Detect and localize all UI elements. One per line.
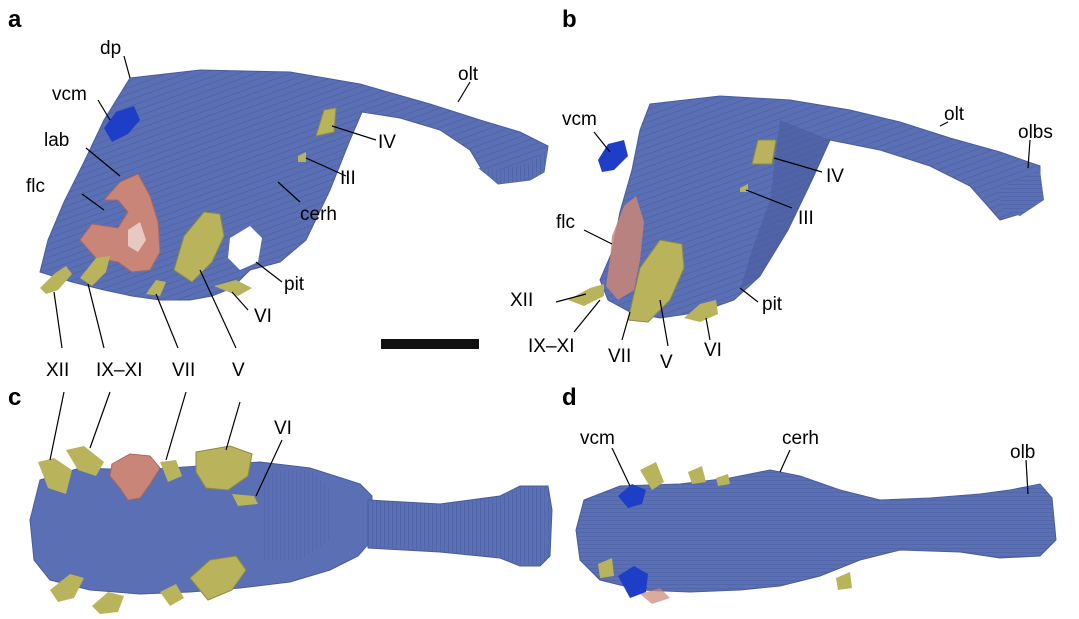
- panel-b-olfactory-bulb: [1000, 170, 1044, 216]
- panel-a-label-pit: pit: [284, 274, 305, 295]
- panel-c-nerve-IX-XI: [66, 446, 104, 476]
- panel-b-vcm: [598, 140, 628, 172]
- panel-a-label-IX-XI: IX–XI: [96, 360, 142, 381]
- panel-a-nerve-VI: [214, 280, 252, 296]
- panel-b-label-XII: XII: [510, 290, 533, 311]
- panel-c-nerve-VII: [160, 460, 182, 482]
- panel-d-nerve-4: [598, 558, 614, 578]
- panel-a-labyrinth-canal: [128, 222, 146, 252]
- panel-b-label-flc: flc: [556, 212, 575, 233]
- panel-a-pituitary-gap: [228, 226, 262, 270]
- panel-a-label-XII: XII: [46, 360, 69, 381]
- panel-d-vcm-upper: [618, 484, 646, 508]
- scale-bar: [381, 339, 479, 349]
- panel-a-label-III: III: [340, 168, 356, 189]
- panel-a-label-vcm: vcm: [52, 84, 87, 105]
- panel-c-pituitary-region: [262, 470, 330, 560]
- panel-b-nerve-IV: [751, 139, 777, 165]
- panel-d-brain-endocast: [575, 469, 1057, 593]
- panel-d-nerve-2: [688, 466, 706, 484]
- panel-c-olfactory-tract: [367, 485, 553, 567]
- panel-b: b vcm olt olbs IV III flc pit XII IX–XI …: [510, 6, 1053, 373]
- panel-c-labyrinth: [109, 453, 161, 501]
- panel-c-nerve-V-left: [195, 445, 253, 491]
- panel-d-label-vcm: vcm: [580, 428, 615, 449]
- panel-b-labyrinth: [606, 196, 644, 300]
- panel-d-nerve-1: [640, 462, 664, 490]
- panel-c-nerve-ventral-1: [50, 574, 84, 602]
- panel-a-nerve-III: [298, 152, 306, 162]
- panel-c-nerve-XII: [38, 458, 72, 494]
- panel-c-nerve-VI: [232, 494, 258, 506]
- panel-a-label-IV: IV: [378, 132, 396, 153]
- panel-d-label-olb: olb: [1010, 442, 1035, 463]
- panel-a-label-lab: lab: [44, 130, 69, 151]
- panel-c-letter: c: [8, 384, 21, 411]
- panel-b-label-vcm: vcm: [562, 109, 597, 130]
- panel-b-nerve-XII: [568, 284, 604, 306]
- panel-a-nerve-IV: [315, 107, 337, 137]
- panel-a-nerve-XII: [40, 266, 72, 294]
- panel-a-label-VI: VI: [254, 306, 272, 327]
- panel-c-nerve-ventral-3: [160, 584, 184, 606]
- panel-c-label-VI: VI: [274, 418, 292, 439]
- panel-a-label-flc: flc: [26, 176, 45, 197]
- panel-b-letter: b: [562, 6, 577, 33]
- panel-a-label-dp: dp: [100, 38, 121, 59]
- panel-a-olfactory-tract: [478, 150, 548, 184]
- panel-a-label-olt: olt: [458, 64, 479, 85]
- panel-c: c VI: [8, 384, 553, 614]
- panel-b-label-III: III: [798, 208, 814, 229]
- panel-b-label-V: V: [660, 352, 673, 373]
- panel-c-nerve-ventral-2: [92, 592, 124, 614]
- panel-a-nerve-IX-XI: [80, 256, 110, 286]
- panel-b-label-IV: IV: [826, 166, 844, 187]
- panel-d-nerve-3: [716, 474, 730, 486]
- panel-b-label-VII: VII: [608, 346, 631, 367]
- panel-d-nerve-5: [836, 572, 852, 590]
- panel-d-vcm-lower: [618, 566, 648, 598]
- panel-b-label-IX-XI: IX–XI: [528, 336, 574, 357]
- panel-d-labyrinth-hint: [640, 588, 670, 604]
- panel-a-label-cerh: cerh: [300, 204, 337, 225]
- panel-b-label-VI: VI: [704, 340, 722, 361]
- panel-b-brain-endocast: [599, 95, 1041, 319]
- panel-a: a dp: [8, 6, 549, 381]
- panel-d: d vcm cerh olb: [562, 384, 1057, 604]
- panel-b-label-olbs: olbs: [1018, 122, 1053, 143]
- panel-d-label-cerh: cerh: [782, 428, 819, 449]
- panel-b-nerve-V: [627, 239, 685, 323]
- panel-a-brain-endocast: [39, 69, 549, 301]
- panel-a-label-V: V: [232, 360, 245, 381]
- panel-a-vcm: [104, 106, 140, 142]
- panel-b-label-pit: pit: [762, 294, 783, 315]
- panel-b-label-olt: olt: [944, 104, 965, 125]
- panel-a-letter: a: [8, 6, 22, 33]
- panel-a-nerve-VII: [146, 280, 166, 296]
- panel-d-letter: d: [562, 384, 577, 411]
- panel-b-nerve-VI: [684, 300, 718, 322]
- panel-c-nerve-V-right: [189, 555, 247, 601]
- panel-a-nerve-V: [173, 211, 225, 283]
- panel-a-label-VII: VII: [172, 360, 195, 381]
